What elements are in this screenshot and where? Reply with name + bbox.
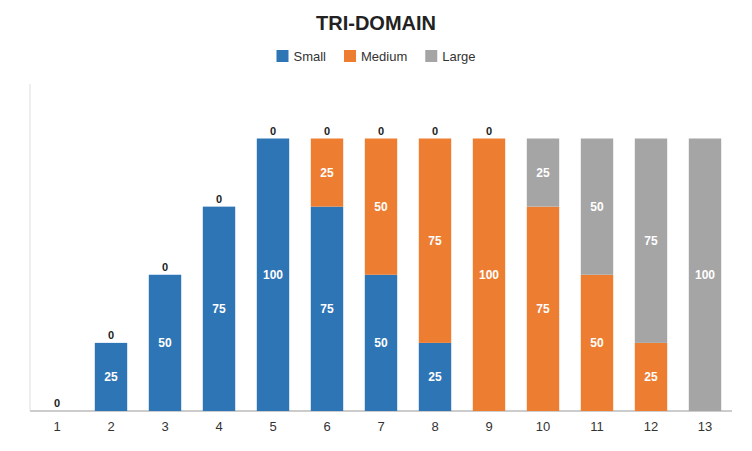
data-label: 0 bbox=[378, 125, 384, 137]
legend-swatch bbox=[344, 50, 356, 62]
bar-segment bbox=[41, 411, 73, 412]
bar-segment bbox=[527, 139, 559, 207]
data-label: 100 bbox=[695, 268, 715, 282]
x-tick-label: 12 bbox=[644, 419, 658, 434]
bar-segment bbox=[149, 274, 181, 275]
bar-segment bbox=[365, 275, 397, 411]
data-label: 0 bbox=[432, 125, 438, 137]
x-tick-label: 8 bbox=[431, 419, 438, 434]
bars bbox=[95, 139, 721, 412]
bar-segment bbox=[365, 138, 397, 139]
bar-segment bbox=[149, 275, 181, 411]
bar-segment bbox=[41, 411, 73, 412]
legend-label: Large bbox=[442, 49, 475, 64]
data-label: 25 bbox=[428, 370, 442, 384]
x-tick-label: 6 bbox=[323, 419, 330, 434]
legend-swatch bbox=[276, 50, 288, 62]
bar-segment bbox=[527, 207, 559, 411]
bar-segment bbox=[95, 342, 127, 343]
x-axis: 12345678910111213 bbox=[53, 419, 712, 434]
legend-item: Large bbox=[425, 49, 475, 64]
data-label: 100 bbox=[479, 268, 499, 282]
data-label: 50 bbox=[158, 336, 172, 350]
x-tick-label: 5 bbox=[269, 419, 276, 434]
bar-segment bbox=[689, 139, 721, 412]
bar-segment bbox=[41, 411, 73, 412]
data-label: 0 bbox=[162, 261, 168, 273]
x-tick-label: 1 bbox=[53, 419, 60, 434]
legend-label: Medium bbox=[361, 49, 407, 64]
legend-label: Small bbox=[293, 49, 326, 64]
bar-segment bbox=[203, 206, 235, 207]
data-label: 0 bbox=[216, 193, 222, 205]
x-tick-label: 7 bbox=[377, 419, 384, 434]
bar-segment bbox=[311, 139, 343, 207]
data-label: 25 bbox=[320, 166, 334, 180]
bar-segment bbox=[257, 138, 289, 139]
data-labels: 0 25 0 50 0 75 0 100 0 75 25 0 50 50 0 25 75 0 100 0 75 25 50 5… bbox=[54, 125, 715, 410]
bar-segment bbox=[419, 139, 451, 343]
data-label: 100 bbox=[263, 268, 283, 282]
bar-segment bbox=[419, 343, 451, 411]
bar-segment bbox=[581, 275, 613, 411]
data-label: 50 bbox=[374, 336, 388, 350]
data-label: 25 bbox=[644, 370, 658, 384]
x-tick-label: 3 bbox=[161, 419, 168, 434]
y-axis-line bbox=[30, 84, 31, 411]
bar-segment bbox=[95, 342, 127, 343]
data-label: 0 bbox=[324, 125, 330, 137]
legend-item: Small bbox=[276, 49, 326, 64]
bar-segment bbox=[311, 207, 343, 411]
data-label: 75 bbox=[212, 302, 226, 316]
x-tick-label: 9 bbox=[485, 419, 492, 434]
x-tick-label: 10 bbox=[536, 419, 550, 434]
bar-segment bbox=[203, 206, 235, 207]
legend-item: Medium bbox=[344, 49, 407, 64]
data-label: 50 bbox=[590, 336, 604, 350]
bar-segment bbox=[473, 138, 505, 139]
bar-segment bbox=[95, 343, 127, 411]
bar-segment bbox=[365, 139, 397, 275]
title: TRI-DOMAIN bbox=[316, 12, 436, 34]
data-label: 75 bbox=[536, 302, 550, 316]
data-label: 50 bbox=[590, 200, 604, 214]
bar-segment bbox=[203, 207, 235, 411]
bar-segment bbox=[419, 138, 451, 139]
data-label: 0 bbox=[54, 397, 60, 409]
chart: TRI-DOMAINSmallMediumLarge02505007501000… bbox=[0, 0, 752, 451]
x-tick-label: 2 bbox=[107, 419, 114, 434]
bar-segment bbox=[311, 138, 343, 139]
data-label: 0 bbox=[486, 125, 492, 137]
bar-segment bbox=[257, 138, 289, 139]
x-tick-label: 4 bbox=[215, 419, 222, 434]
bar-segment bbox=[149, 274, 181, 275]
data-label: 0 bbox=[108, 329, 114, 341]
data-label: 25 bbox=[536, 166, 550, 180]
data-label: 75 bbox=[320, 302, 334, 316]
bar-segment bbox=[635, 343, 667, 411]
bar-segment bbox=[635, 139, 667, 343]
data-label: 75 bbox=[428, 234, 442, 248]
x-tick-label: 13 bbox=[698, 419, 712, 434]
legend: Small Medium Large bbox=[276, 49, 475, 64]
data-label: 0 bbox=[270, 125, 276, 137]
bar-segment bbox=[257, 139, 289, 412]
bar-segment bbox=[473, 139, 505, 412]
bar-segment bbox=[581, 139, 613, 275]
data-label: 75 bbox=[644, 234, 658, 248]
data-label: 50 bbox=[374, 200, 388, 214]
data-label: 25 bbox=[104, 370, 118, 384]
legend-swatch bbox=[425, 50, 437, 62]
x-tick-label: 11 bbox=[590, 419, 604, 434]
